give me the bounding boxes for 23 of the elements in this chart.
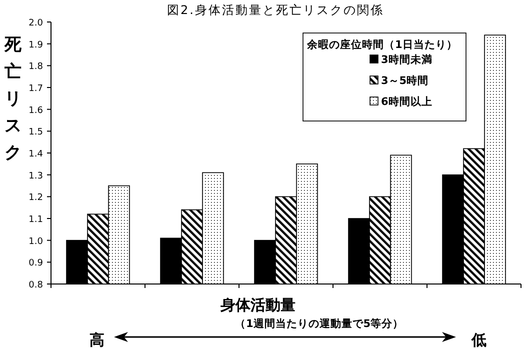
legend-label: 6時間以上 <box>381 95 432 108</box>
y-tick-label: 0.9 <box>28 258 44 269</box>
y-tick-label: 1.8 <box>28 62 44 72</box>
y-tick-label: 1.2 <box>28 193 43 204</box>
y-tick-label: 1.7 <box>28 84 43 94</box>
text: 低 <box>470 331 486 349</box>
y-tick-label: 0.8 <box>28 280 44 290</box>
legend-title: 余暇の座位時間（1日当たり） <box>306 38 458 51</box>
legend-label: 3～5時間 <box>381 74 429 87</box>
ylabel: 死亡リスク <box>4 35 22 163</box>
text: （1週間当たりの運動量で5等分） <box>235 317 404 330</box>
y-tick-label: 1.4 <box>28 150 44 160</box>
text: 高 <box>90 331 104 349</box>
chart-title: 図2.身体活動量と死亡リスクの関係 <box>167 3 384 17</box>
y-tick-label: 1.6 <box>28 106 44 116</box>
y-tick-label: 1.3 <box>28 171 43 182</box>
y-tick-label: 1.0 <box>28 236 44 247</box>
y-tick-label: 1.9 <box>28 40 44 50</box>
x-axis-title: 身体活動量 <box>220 296 296 314</box>
legend-label: 3時間未満 <box>381 53 432 66</box>
y-tick-label: 1.1 <box>28 215 43 225</box>
y-tick-label: 1.5 <box>28 128 43 138</box>
y-tick-label: 2.0 <box>28 18 44 28</box>
